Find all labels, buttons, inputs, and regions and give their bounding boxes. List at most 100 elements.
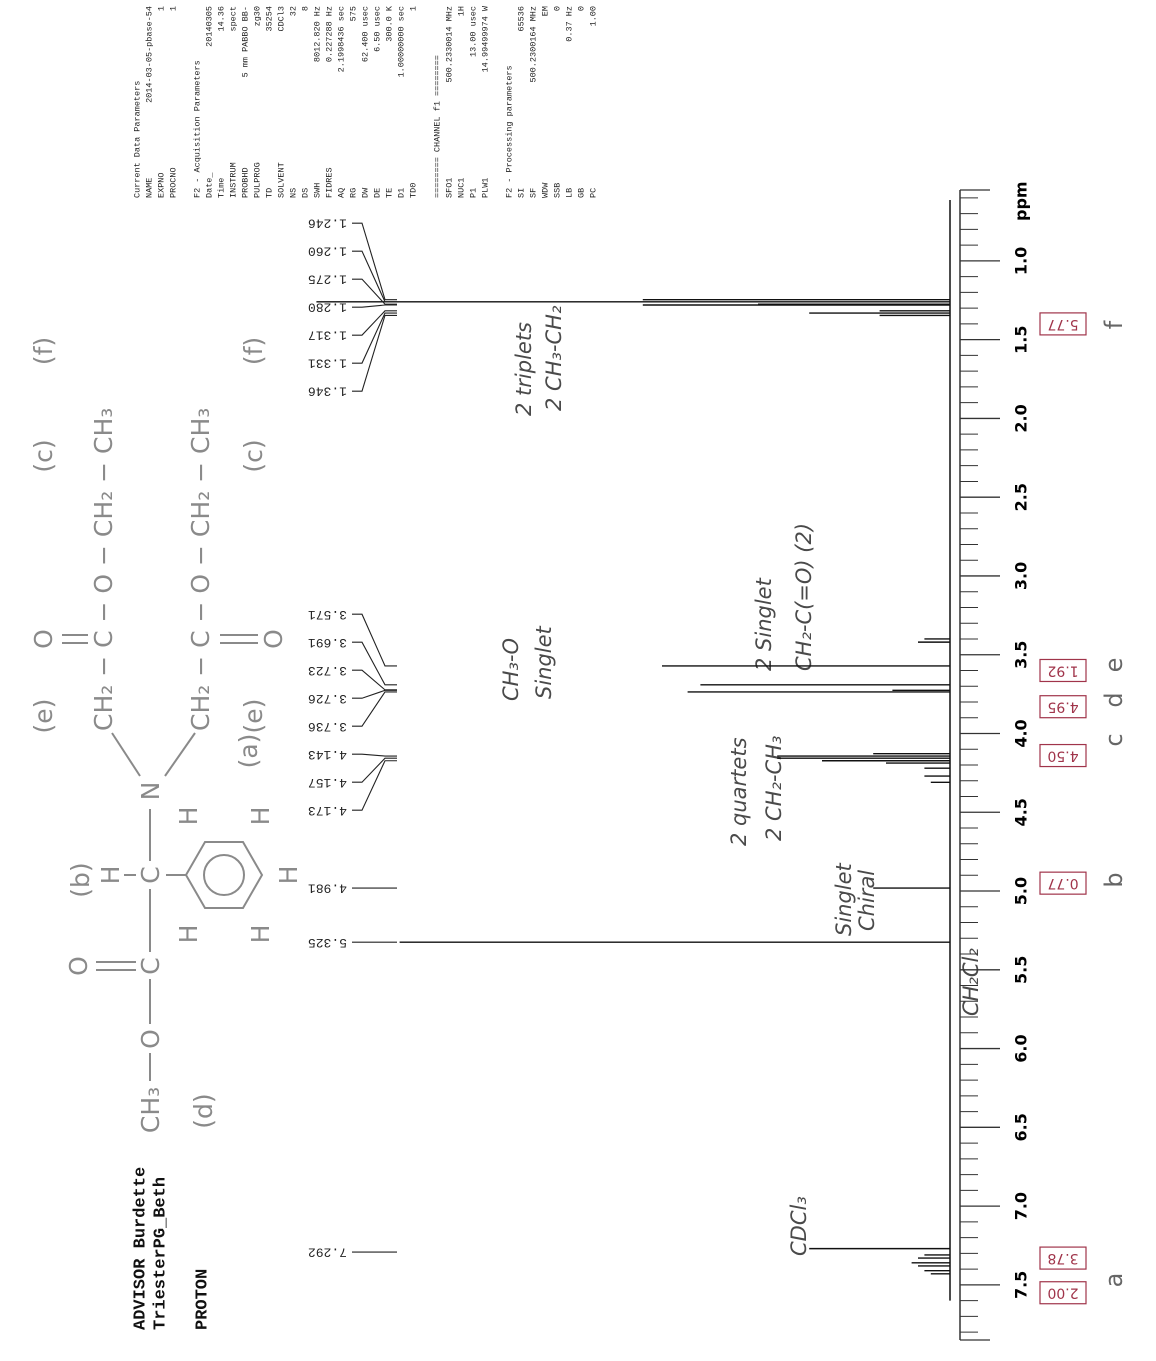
peak-leader [352, 614, 397, 666]
assignment: b [1100, 872, 1128, 887]
integral-value: 4.95 [1047, 699, 1078, 715]
assignment: f [1100, 320, 1128, 329]
parameter-key: AQ [336, 188, 346, 198]
parameter-value: spect [228, 6, 238, 32]
parameter-key: EXPNO [156, 172, 166, 198]
parameter-value: 13.00 usec [468, 6, 478, 57]
parameter-key: TD [264, 188, 274, 198]
structure-atom: H [274, 866, 303, 885]
structure-chain: CH₂ − C − O − CH₂ − CH₃ [186, 408, 215, 731]
annotation: 2 quartets [727, 737, 751, 846]
peak-label: 1.275 [308, 272, 347, 287]
parameter-key: NUC1 [456, 178, 466, 198]
peak-label: 3.736 [308, 719, 347, 734]
x-tick-label: 2.0 [1012, 404, 1031, 432]
peak-leader [352, 315, 397, 391]
parameter-key: D1 [396, 188, 406, 198]
peak-label: 7.292 [308, 1245, 347, 1260]
structure-label: (b) [66, 862, 95, 897]
x-tick-label: 4.0 [1012, 719, 1031, 747]
x-tick-label: 6.0 [1012, 1034, 1031, 1062]
parameter-value: 65536 [516, 6, 526, 32]
assignment: a [1100, 1273, 1128, 1288]
parameter-key: DS [300, 188, 310, 198]
parameter-value: 2014-03-05-pbase-54 [144, 6, 154, 103]
x-tick-label: 5.5 [1012, 956, 1031, 984]
parameter-value: 14.99499974 W [480, 5, 490, 72]
parameter-key: PC [588, 188, 598, 198]
advisor: ADVISOR Burdette [131, 1167, 150, 1330]
annotation: Singlet [832, 862, 856, 936]
structure-atom: C [136, 866, 165, 883]
x-tick-label: 3.5 [1012, 641, 1031, 669]
parameter-value: 32 [288, 6, 298, 16]
phenyl-ring [204, 855, 244, 895]
parameter-value: 62.400 usec [360, 6, 370, 62]
integral-value: 1.92 [1047, 662, 1078, 678]
x-tick-label: 1.0 [1012, 247, 1031, 275]
parameter-section: F2 - Acquisition Parameters [192, 60, 202, 198]
structure-atom: N [136, 782, 165, 801]
annotation: 2 CH₃-CH₂ [542, 305, 566, 411]
parameter-value: 500.2300164 MHz [528, 6, 538, 83]
structure-label: (f) [239, 337, 268, 365]
structure-label: (d) [189, 1093, 218, 1128]
parameter-key: TE [384, 188, 394, 198]
peak-leader [352, 642, 397, 685]
parameter-value: zg30 [252, 6, 262, 26]
x-tick-label: 6.5 [1012, 1113, 1031, 1141]
peak-leader [352, 758, 397, 782]
structure-label: (c) [239, 439, 268, 472]
structure-label: O [259, 629, 288, 649]
peak-leader [352, 251, 397, 302]
parameter-value: 0.37 Hz [564, 6, 574, 42]
parameter-section: ======== CHANNEL f1 ======== [432, 55, 442, 198]
peak-leader [352, 223, 397, 300]
parameter-key: NS [288, 188, 298, 198]
x-tick-label: 1.5 [1012, 325, 1031, 353]
structure-atom: CH₃ [136, 1087, 165, 1133]
integral-value: 0.77 [1047, 875, 1078, 891]
parameter-key: SSB [552, 183, 562, 198]
parameter-value: 20140305 [204, 6, 214, 47]
integral-value: 5.77 [1047, 316, 1078, 332]
parameter-key: Date_ [204, 172, 214, 198]
parameter-key: SWH [312, 183, 322, 198]
parameter-value: 35254 [264, 6, 274, 32]
annotation: CH₂Cl₂ [959, 948, 983, 1016]
structure-atom: O [64, 956, 93, 976]
peak-leader [352, 754, 397, 756]
structure-chain: CH₂ − C − O − CH₂ − CH₃ [89, 408, 118, 731]
annotation: 2 Singlet [752, 577, 776, 671]
peak-leader [352, 279, 397, 304]
parameter-value: 0 [552, 6, 562, 11]
annotation: Chiral [855, 870, 879, 931]
structure-atom: H [174, 925, 203, 944]
x-tick-label: 5.0 [1012, 877, 1031, 905]
parameter-key: RG [348, 188, 358, 198]
parameter-key: WDW [540, 182, 550, 198]
parameter-key: DE [372, 188, 382, 198]
annotation: CH₃-O [499, 638, 523, 701]
peak-label: 3.723 [308, 663, 347, 678]
parameter-value: 1 [156, 6, 166, 11]
parameter-key: PLW1 [480, 178, 490, 198]
structure-atom: H [174, 807, 203, 826]
peak-label: 1.331 [308, 356, 347, 371]
parameter-key: P1 [468, 188, 478, 198]
peak-leader [352, 311, 397, 335]
peak-label: 4.157 [308, 775, 347, 790]
spectrum-page: ADVISOR Burdette TriesterPG_Beth PROTON … [0, 0, 1156, 1361]
structure-label: (f) [29, 337, 58, 365]
parameter-value: 0 [576, 6, 586, 11]
parameter-value: 1H [456, 6, 466, 16]
parameter-key: DW [360, 187, 370, 198]
experiment: PROTON [193, 1269, 212, 1330]
parameter-value: 1.00 [588, 6, 598, 26]
parameter-key: PULPROG [252, 162, 262, 198]
parameter-value: 8012.820 Hz [312, 6, 322, 62]
parameter-key: TD0 [408, 183, 418, 198]
integral-value: 2.00 [1047, 1285, 1078, 1301]
parameter-key: NAME [144, 178, 154, 198]
parameter-section: Current Data Parameters [132, 81, 142, 198]
